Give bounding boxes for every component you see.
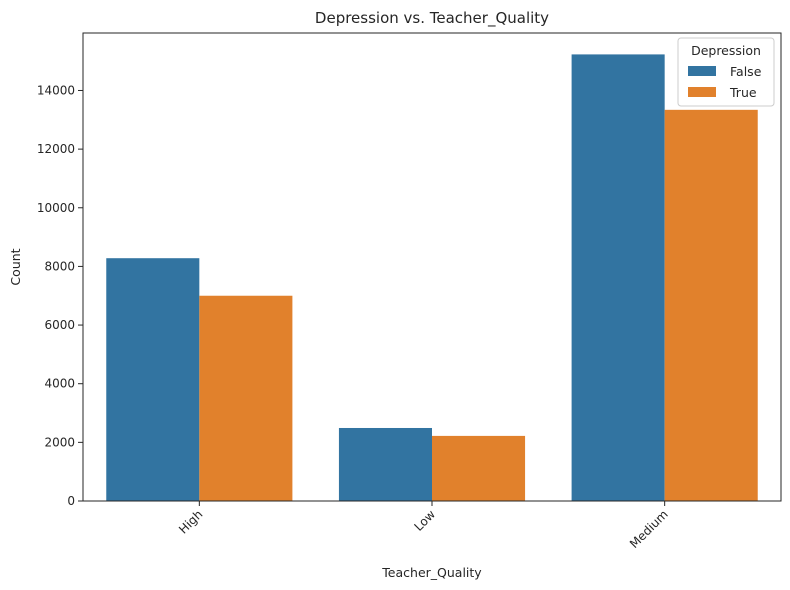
chart-title: Depression vs. Teacher_Quality bbox=[315, 9, 549, 28]
y-tick-label: 10000 bbox=[37, 201, 75, 215]
y-axis-title: Count bbox=[8, 248, 23, 285]
x-axis-title: Teacher_Quality bbox=[381, 565, 482, 580]
bar-medium-false bbox=[571, 54, 665, 502]
y-tick-label: 0 bbox=[67, 494, 75, 508]
legend-swatch-false bbox=[688, 66, 716, 76]
y-tick-label: 14000 bbox=[37, 83, 75, 97]
bar-high-true bbox=[199, 295, 293, 501]
bar-low-false bbox=[338, 427, 432, 501]
y-tick-label: 8000 bbox=[44, 259, 75, 273]
x-tick-label: Medium bbox=[627, 507, 671, 551]
legend: Depression False True bbox=[677, 37, 775, 107]
y-tick-label: 6000 bbox=[44, 318, 75, 332]
legend-swatch-true bbox=[688, 87, 716, 97]
y-tick-label: 2000 bbox=[44, 435, 75, 449]
bar-low-true bbox=[432, 435, 526, 501]
x-tick-label: High bbox=[176, 507, 205, 536]
bar-medium-true bbox=[664, 109, 758, 502]
bars bbox=[106, 54, 758, 502]
y-axis: 0 2000 4000 6000 8000 10000 12000 14000 bbox=[37, 83, 83, 508]
x-tick-label: Low bbox=[412, 507, 439, 534]
legend-items: False True bbox=[688, 64, 762, 100]
legend-label-false: False bbox=[730, 64, 762, 79]
y-tick-label: 4000 bbox=[44, 377, 75, 391]
y-tick-label: 12000 bbox=[37, 142, 75, 156]
x-axis: High Low Medium bbox=[176, 501, 671, 551]
bar-high-false bbox=[106, 258, 200, 501]
legend-title: Depression bbox=[691, 43, 761, 58]
legend-label-true: True bbox=[729, 85, 757, 100]
